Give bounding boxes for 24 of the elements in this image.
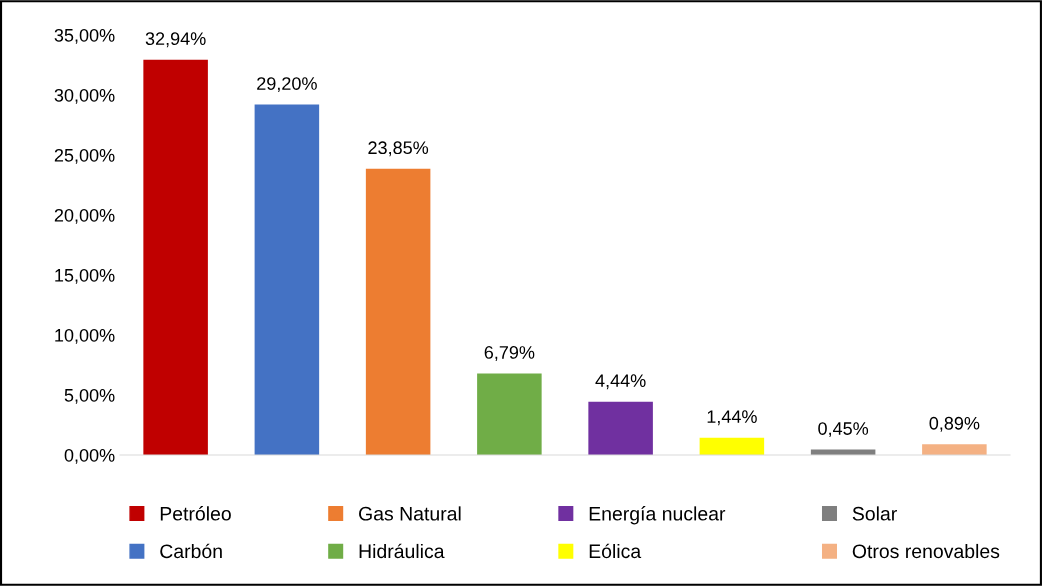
- y-tick-label: 10,00%: [55, 328, 115, 344]
- data-label: 32,94%: [145, 32, 206, 48]
- y-tick-label: 35,00%: [54, 28, 115, 44]
- y-tick-label: 15,00%: [55, 268, 115, 284]
- data-label: 0,89%: [929, 416, 980, 432]
- data-label: 29,20%: [257, 77, 317, 93]
- y-tick-label: 0,00%: [64, 448, 115, 464]
- legend-label: Eólica: [589, 543, 642, 559]
- y-tick-label: 25,00%: [54, 148, 115, 164]
- legend-label: Energía nuclear: [589, 506, 726, 525]
- y-tick-label: 20,00%: [54, 208, 115, 224]
- legend-label: Solar: [852, 506, 897, 521]
- data-label: 1,44%: [707, 410, 757, 426]
- legend-label: Gas Natural: [359, 506, 461, 521]
- data-label: 4,44%: [595, 374, 646, 390]
- y-tick-label: 5,00%: [64, 388, 115, 404]
- y-tick-label: 30,00%: [54, 88, 115, 104]
- legend-label: Petróleo: [160, 506, 231, 521]
- data-label: 23,85%: [368, 141, 429, 157]
- legend-label: Carbón: [160, 543, 222, 559]
- data-label: 6,79%: [484, 346, 535, 361]
- legend-label: Hidráulica: [359, 543, 445, 559]
- data-label: 0,45%: [818, 422, 869, 438]
- legend-label: Otros renovables: [852, 543, 1000, 559]
